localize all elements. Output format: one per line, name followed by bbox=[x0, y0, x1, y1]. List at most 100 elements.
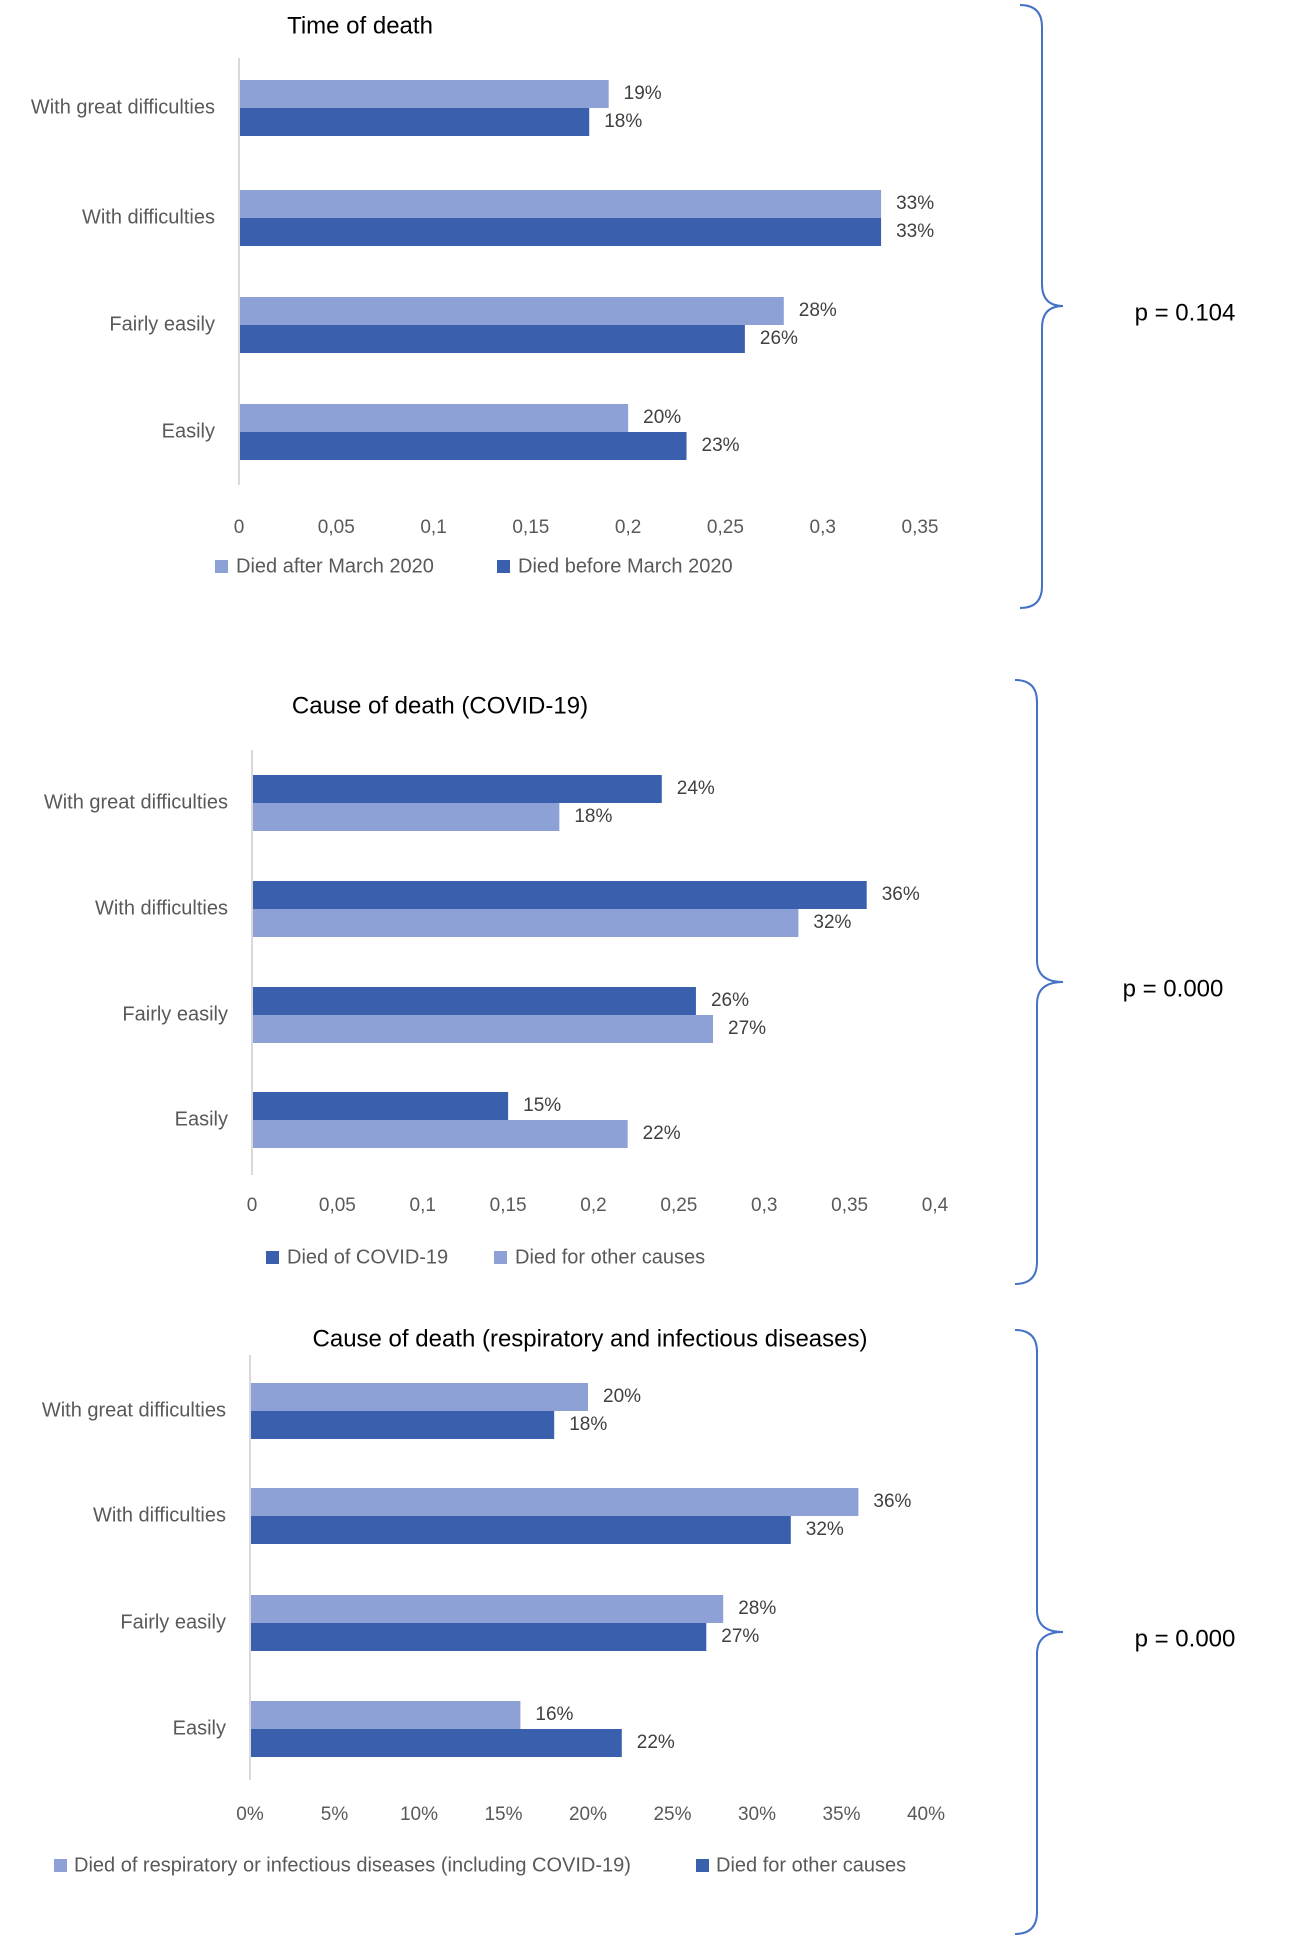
bar bbox=[253, 803, 560, 831]
tick-label: 0,25 bbox=[660, 1195, 697, 1216]
data-label: 33% bbox=[896, 221, 934, 242]
p-value: p = 0.104 bbox=[1135, 299, 1236, 326]
data-label: 32% bbox=[813, 912, 851, 933]
category-label: With difficulties bbox=[82, 206, 215, 228]
data-label: 18% bbox=[604, 111, 642, 132]
bar bbox=[251, 1595, 724, 1623]
legend: Died of COVID-19 Died for other causes bbox=[266, 1246, 705, 1268]
category-label: With great difficulties bbox=[42, 1399, 226, 1421]
bar bbox=[253, 881, 867, 909]
tick-label: 0 bbox=[234, 517, 245, 538]
category-label: With great difficulties bbox=[31, 96, 215, 118]
p-value: p = 0.000 bbox=[1123, 975, 1224, 1002]
tick-label: 0,25 bbox=[707, 517, 744, 538]
data-label: 24% bbox=[677, 778, 715, 799]
data-label: 27% bbox=[721, 1626, 759, 1647]
bar bbox=[253, 775, 662, 803]
tick-label: 0,35 bbox=[902, 517, 939, 538]
category-label: Easily bbox=[173, 1717, 226, 1739]
tick-label: 5% bbox=[321, 1804, 349, 1825]
data-label: 15% bbox=[523, 1095, 561, 1116]
legend-swatch bbox=[215, 560, 228, 573]
legend: Died after March 2020 Died before March 2… bbox=[215, 555, 733, 577]
tick-label: 0 bbox=[247, 1195, 258, 1216]
tick-label: 0,1 bbox=[410, 1195, 436, 1216]
bar bbox=[253, 1120, 628, 1148]
tick-label: 10% bbox=[400, 1804, 438, 1825]
category-label: Easily bbox=[162, 420, 215, 442]
bar bbox=[251, 1729, 622, 1757]
data-label: 20% bbox=[643, 407, 681, 428]
chart-2: Cause of death (COVID-19) With great diff… bbox=[44, 679, 1224, 1285]
chart-3: Cause of death (respiratory and infectio… bbox=[42, 1325, 1236, 1935]
tick-label: 0,05 bbox=[318, 517, 355, 538]
tick-label: 25% bbox=[653, 1804, 691, 1825]
tick-label: 35% bbox=[822, 1804, 860, 1825]
legend-swatch bbox=[266, 1251, 279, 1264]
category-label: Easily bbox=[175, 1108, 228, 1130]
tick-label: 0,2 bbox=[615, 517, 641, 538]
tick-label: 0,2 bbox=[580, 1195, 606, 1216]
data-label: 36% bbox=[882, 884, 920, 905]
bar bbox=[240, 297, 784, 325]
curly-brace bbox=[1019, 4, 1064, 609]
tick-label: 0,3 bbox=[810, 517, 836, 538]
chart-1: Time of death With great difficulties 19% 1… bbox=[31, 4, 1236, 609]
legend-label: Died of COVID-19 bbox=[287, 1246, 448, 1268]
tick-label: 15% bbox=[484, 1804, 522, 1825]
data-label: 18% bbox=[569, 1414, 607, 1435]
data-label: 28% bbox=[738, 1598, 776, 1619]
data-label: 16% bbox=[535, 1704, 573, 1725]
bar bbox=[253, 987, 696, 1015]
legend-swatch bbox=[494, 1251, 507, 1264]
data-label: 32% bbox=[806, 1519, 844, 1540]
data-label: 27% bbox=[728, 1018, 766, 1039]
bar bbox=[251, 1383, 588, 1411]
chart-title: Cause of death (COVID-19) bbox=[292, 692, 588, 719]
legend-swatch bbox=[696, 1859, 709, 1872]
data-label: 36% bbox=[873, 1491, 911, 1512]
curly-brace bbox=[1014, 1329, 1064, 1935]
category-label: Fairly easily bbox=[109, 313, 215, 335]
category-label: Fairly easily bbox=[120, 1611, 226, 1633]
bar bbox=[253, 1092, 509, 1120]
bar bbox=[251, 1488, 859, 1516]
tick-label: 20% bbox=[569, 1804, 607, 1825]
data-label: 33% bbox=[896, 193, 934, 214]
category-label: Fairly easily bbox=[122, 1003, 228, 1025]
bar bbox=[240, 432, 687, 460]
bar bbox=[240, 80, 609, 108]
tick-label: 0,4 bbox=[922, 1195, 949, 1216]
tick-label: 40% bbox=[907, 1804, 945, 1825]
tick-label: 0,15 bbox=[512, 517, 549, 538]
legend-label: Died for other causes bbox=[515, 1246, 705, 1268]
tick-label: 0,3 bbox=[751, 1195, 777, 1216]
tick-label: 0,15 bbox=[490, 1195, 527, 1216]
category-label: With difficulties bbox=[93, 1504, 226, 1526]
data-label: 26% bbox=[711, 990, 749, 1011]
data-label: 26% bbox=[760, 328, 798, 349]
curly-brace bbox=[1014, 679, 1064, 1285]
bar bbox=[240, 325, 745, 353]
bar bbox=[251, 1411, 555, 1439]
data-label: 18% bbox=[574, 806, 612, 827]
category-label: With difficulties bbox=[95, 897, 228, 919]
bar bbox=[240, 190, 882, 218]
p-value: p = 0.000 bbox=[1135, 1625, 1236, 1652]
tick-label: 0,35 bbox=[831, 1195, 868, 1216]
tick-label: 30% bbox=[738, 1804, 776, 1825]
legend-swatch bbox=[54, 1859, 67, 1872]
category-label: With great difficulties bbox=[44, 791, 228, 813]
bar bbox=[240, 108, 590, 136]
tick-label: 0,1 bbox=[420, 517, 446, 538]
bar bbox=[251, 1623, 707, 1651]
chart-title: Time of death bbox=[287, 12, 433, 39]
tick-label: 0,05 bbox=[319, 1195, 356, 1216]
bar bbox=[251, 1516, 791, 1544]
bar bbox=[253, 909, 799, 937]
legend-label: Died for other causes bbox=[716, 1854, 906, 1876]
data-label: 20% bbox=[603, 1386, 641, 1407]
legend: Died of respiratory or infectious diseas… bbox=[54, 1854, 906, 1876]
tick-label: 0% bbox=[236, 1804, 264, 1825]
